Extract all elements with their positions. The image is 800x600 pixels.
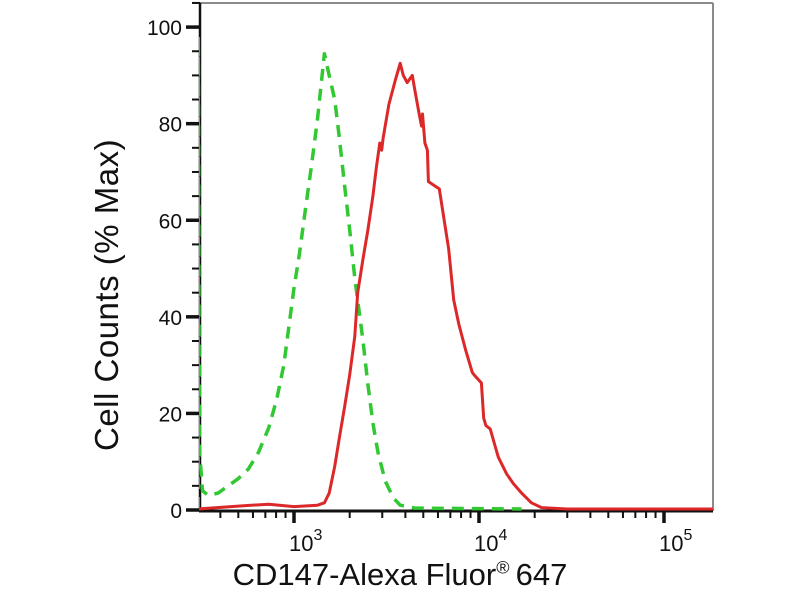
y-axis-ticks — [186, 1, 200, 512]
y-tick-label: 100 — [147, 17, 182, 40]
x-axis-tick-labels: 103 104 105 — [289, 527, 692, 556]
x-axis-title-prefix: CD147-Alexa Fluor — [232, 557, 497, 592]
x-axis-title-suffix: 647 — [509, 557, 568, 592]
x-tick-label: 103 — [289, 527, 322, 556]
green-dashed-histogram — [199, 35, 522, 511]
y-axis-title: Cell Counts (% Max) — [84, 40, 130, 550]
histogram-curves — [199, 35, 713, 511]
registered-trademark-mark: ® — [496, 557, 510, 578]
x-tick-label: 104 — [474, 527, 507, 556]
red-solid-histogram — [199, 61, 713, 511]
x-axis-ticks — [219, 511, 666, 523]
y-tick-label: 60 — [159, 210, 182, 233]
y-tick-label: 40 — [159, 307, 182, 330]
y-axis-title-text: Cell Counts (% Max) — [88, 138, 125, 452]
y-axis-tick-labels: 0 20 40 60 80 100 — [147, 17, 182, 523]
y-tick-label: 0 — [170, 500, 182, 523]
x-axis-title: CD147-Alexa Fluor® 647 — [0, 557, 800, 593]
y-tick-label: 20 — [159, 403, 182, 426]
x-tick-label: 105 — [659, 527, 692, 556]
y-tick-label: 80 — [159, 114, 182, 137]
